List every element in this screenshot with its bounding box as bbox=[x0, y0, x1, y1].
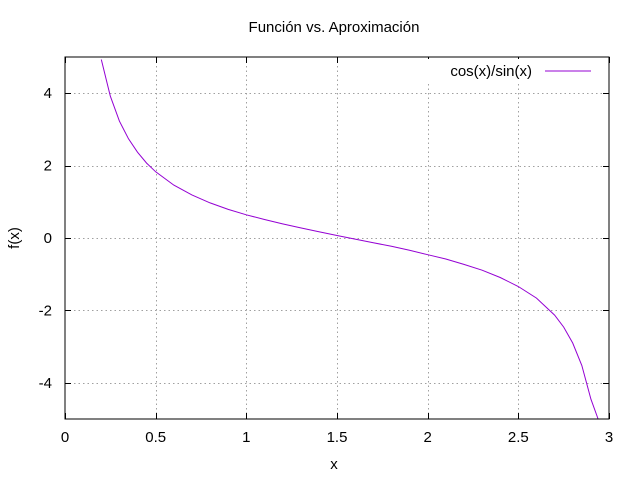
x-tick-label: 0.5 bbox=[145, 429, 166, 446]
y-axis-label: f(x) bbox=[6, 227, 23, 249]
legend: cos(x)/sin(x) bbox=[428, 59, 604, 81]
x-tick-label: 1.5 bbox=[327, 429, 348, 446]
y-tick-label: 4 bbox=[44, 85, 52, 102]
y-tick-label: 2 bbox=[44, 158, 52, 175]
x-tick-label: 3 bbox=[605, 429, 613, 446]
series-line bbox=[101, 60, 598, 420]
legend-label: cos(x)/sin(x) bbox=[450, 63, 532, 80]
x-axis-label: x bbox=[330, 456, 338, 473]
x-tick-label: 2 bbox=[423, 429, 431, 446]
series-layer bbox=[101, 60, 598, 420]
grid bbox=[65, 57, 609, 419]
x-tick-label: 2.5 bbox=[508, 429, 529, 446]
x-tick-labels: 0 0.5 1 1.5 2 2.5 3 bbox=[61, 429, 613, 446]
x-tick-label: 1 bbox=[242, 429, 250, 446]
chart-title: Función vs. Aproximación bbox=[249, 19, 420, 36]
y-tick-label: 0 bbox=[44, 230, 52, 247]
y-tick-label: -4 bbox=[39, 375, 52, 392]
y-tick-label: -2 bbox=[39, 302, 52, 319]
x-tick-label: 0 bbox=[61, 429, 69, 446]
y-tick-labels: -4 -2 0 2 4 bbox=[39, 85, 52, 392]
